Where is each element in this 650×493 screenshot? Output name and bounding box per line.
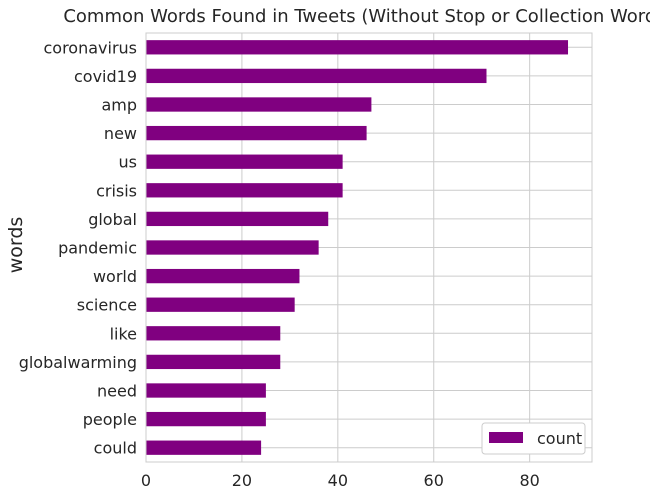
- y-tick-label: people: [83, 410, 137, 429]
- y-tick-label: covid19: [74, 67, 137, 86]
- bar-like: [146, 326, 281, 341]
- bar-science: [146, 297, 295, 312]
- bars: [146, 40, 569, 455]
- bar-amp: [146, 97, 372, 112]
- y-tick-label: could: [94, 439, 137, 458]
- chart-title: Common Words Found in Tweets (Without St…: [63, 6, 650, 27]
- legend-box: [481, 422, 586, 455]
- x-tick-labels: 0 20 40 60 80: [141, 471, 540, 490]
- x-tick-label: 40: [328, 471, 348, 490]
- y-tick-label: pandemic: [58, 239, 137, 258]
- y-tick-label: coronavirus: [43, 38, 137, 57]
- y-tick-label: new: [104, 124, 137, 143]
- x-tick-label: 0: [141, 471, 151, 490]
- y-tick-label: us: [119, 153, 137, 172]
- x-tick-label: 20: [232, 471, 252, 490]
- bar-global: [146, 211, 329, 227]
- bar-pandemic: [146, 240, 319, 255]
- y-tick-label: amp: [101, 96, 137, 115]
- bar-us: [146, 154, 343, 169]
- legend-swatch: [489, 432, 523, 443]
- bar-covid19: [146, 68, 487, 84]
- bar-crisis: [146, 183, 343, 198]
- x-tick-label: 80: [519, 471, 539, 490]
- plot-frame: [145, 32, 593, 463]
- bar-people: [146, 411, 266, 427]
- bar-need: [146, 383, 266, 398]
- y-axis-label: words: [5, 217, 27, 274]
- x-tick-label: 60: [424, 471, 444, 490]
- bar-globalwarming: [146, 354, 281, 370]
- bar-coronavirus: [146, 40, 569, 55]
- legend-label: count: [537, 429, 582, 448]
- y-tick-label: science: [77, 296, 137, 315]
- y-tick-label: global: [88, 210, 137, 229]
- bar-new: [146, 125, 367, 141]
- y-tick-labels: coronavirus covid19 amp new us crisis global pa…: [19, 38, 137, 457]
- legend: count: [481, 422, 586, 455]
- y-tick-label: globalwarming: [19, 353, 137, 372]
- bar-could: [146, 440, 262, 455]
- bar-world: [146, 268, 300, 284]
- y-tick-label: like: [110, 324, 137, 343]
- y-tick-label: world: [93, 267, 137, 286]
- y-tick-label: crisis: [96, 181, 137, 200]
- y-tick-label: need: [97, 382, 137, 401]
